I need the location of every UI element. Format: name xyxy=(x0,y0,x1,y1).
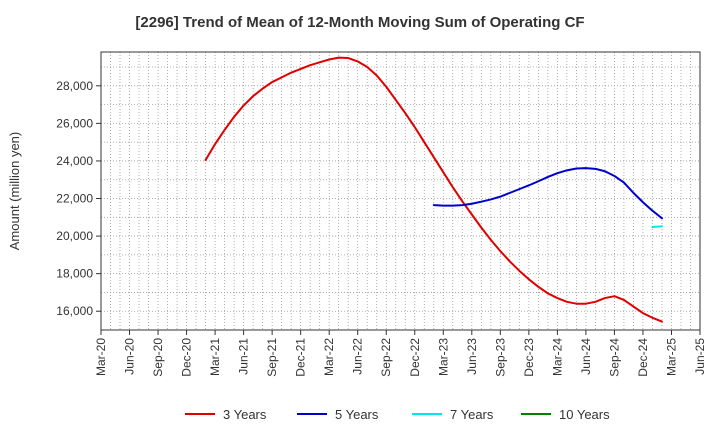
x-axis-ticks: Mar-20 Jun-20 Sep-20 Dec-20 Mar-21 Jun-21 Sep-… xyxy=(94,330,707,377)
x-tick-label: Mar-24 xyxy=(550,338,564,376)
grid xyxy=(101,52,700,331)
plot-border xyxy=(100,51,701,331)
y-tick-label: 18,000 xyxy=(56,267,93,281)
y-tick-label: 16,000 xyxy=(56,304,93,318)
x-tick-label: Jun-20 xyxy=(123,338,137,375)
y-tick-label: 20,000 xyxy=(56,229,93,243)
legend-label-3-years: 3 Years xyxy=(223,407,267,422)
x-tick-label: Dec-21 xyxy=(294,338,308,377)
x-tick-label: Sep-20 xyxy=(151,338,165,377)
legend-label-7-years: 7 Years xyxy=(450,407,494,422)
x-tick-label: Mar-23 xyxy=(436,338,450,376)
series-line-7-years xyxy=(651,225,663,229)
x-tick-label: Dec-22 xyxy=(408,338,422,377)
y-axis-label: Amount (million yen) xyxy=(7,132,22,251)
x-tick-label: Jun-21 xyxy=(237,338,251,375)
x-tick-label: Sep-24 xyxy=(607,338,621,377)
y-tick-label: 22,000 xyxy=(56,192,93,206)
plot-area xyxy=(101,52,700,330)
legend-label-5-years: 5 Years xyxy=(335,407,379,422)
x-tick-label: Sep-21 xyxy=(265,338,279,377)
series-line-3-years xyxy=(204,56,663,323)
y-axis-ticks: 16,000 18,000 20,000 22,000 24,000 26,000 28,0… xyxy=(56,79,101,318)
x-tick-label: Sep-22 xyxy=(379,338,393,377)
legend: 3 Years 5 Years 7 Years 10 Years xyxy=(185,407,610,422)
legend-label-10-years: 10 Years xyxy=(559,407,610,422)
y-tick-label: 24,000 xyxy=(56,154,93,168)
chart-title: [2296] Trend of Mean of 12-Month Moving … xyxy=(135,14,585,31)
series-line-5-years xyxy=(432,167,663,220)
x-tick-label: Dec-20 xyxy=(180,338,194,377)
x-tick-label: Dec-23 xyxy=(522,338,536,377)
x-tick-label: Sep-23 xyxy=(493,338,507,377)
x-tick-label: Jun-23 xyxy=(465,338,479,375)
x-tick-label: Mar-22 xyxy=(322,338,336,376)
x-tick-label: Dec-24 xyxy=(636,338,650,377)
y-tick-label: 26,000 xyxy=(56,116,93,130)
y-tick-label: 28,000 xyxy=(56,79,93,93)
x-tick-label: Mar-20 xyxy=(94,338,108,376)
x-tick-label: Jun-24 xyxy=(579,338,593,375)
x-tick-label: Mar-25 xyxy=(664,338,678,376)
series-lines xyxy=(204,56,663,323)
x-tick-label: Jun-22 xyxy=(351,338,365,375)
x-tick-label: Mar-21 xyxy=(208,338,222,376)
x-tick-label: Jun-25 xyxy=(693,338,707,375)
